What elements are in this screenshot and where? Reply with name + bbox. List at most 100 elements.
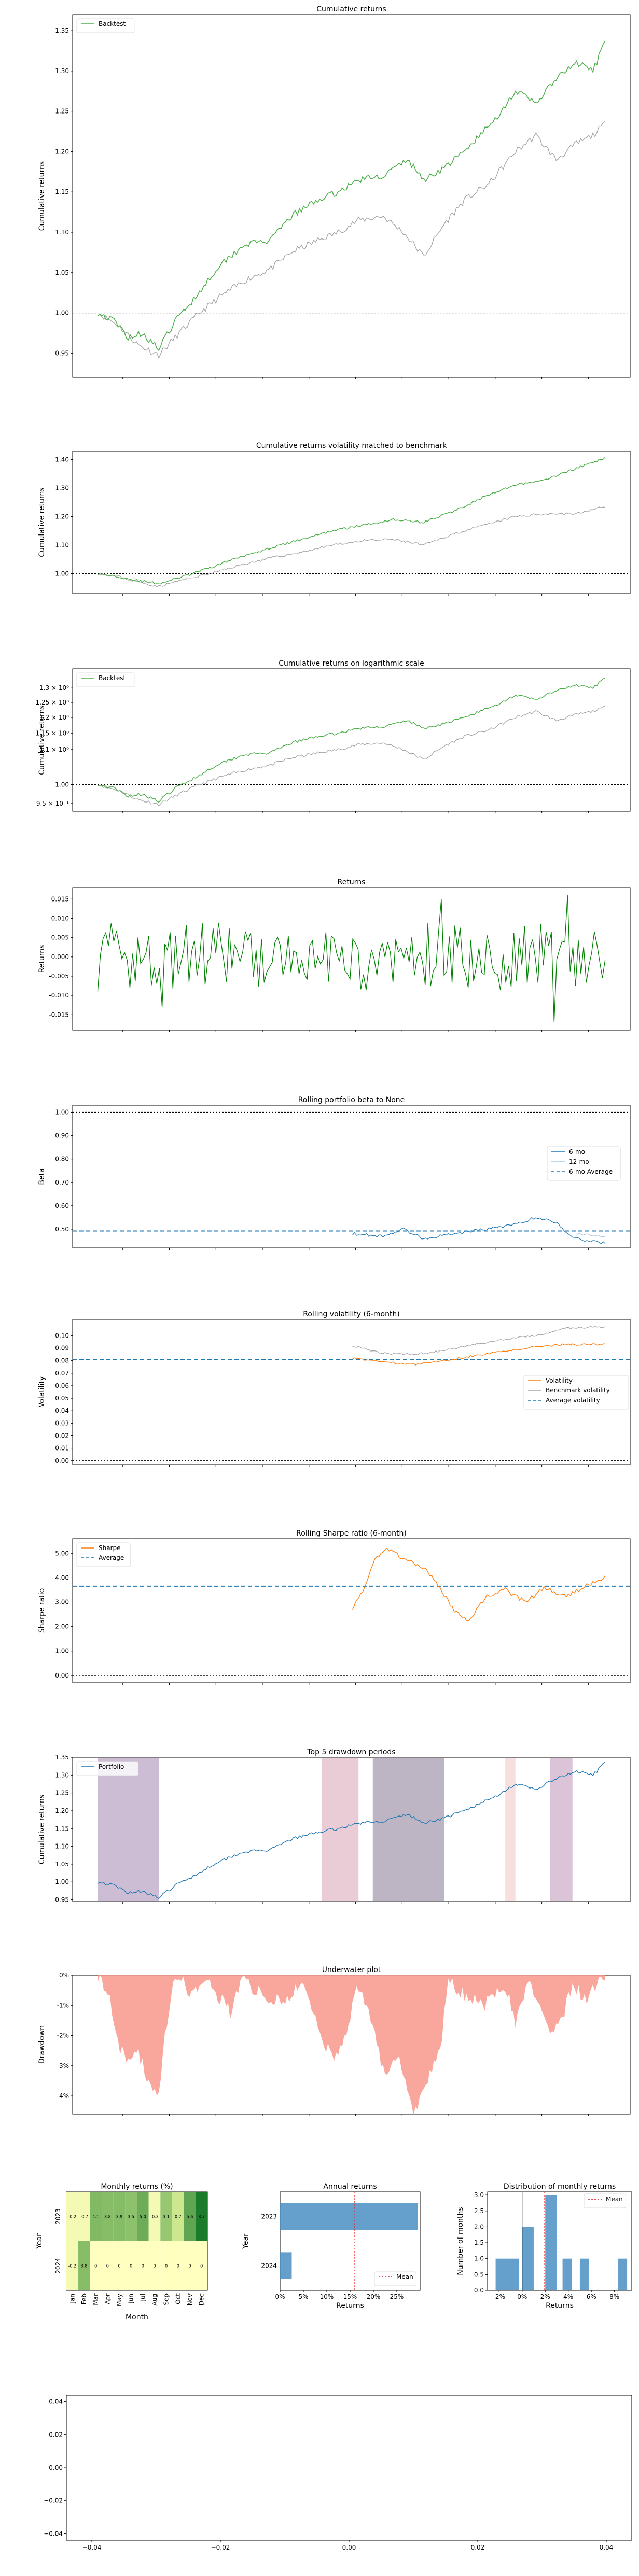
cumulative-returns-legend-label: Backtest bbox=[99, 20, 126, 27]
rolling-volatility-ytick-label: 0.01 bbox=[55, 1445, 69, 1452]
annual-returns-xtick-label: 5% bbox=[298, 2293, 308, 2300]
heatmap-month-label: May bbox=[116, 2293, 123, 2306]
returns-chart-ylabel: Returns bbox=[38, 945, 46, 973]
rolling-beta-legend-box bbox=[547, 1146, 621, 1181]
rolling-volatility-ytick-label: 0.09 bbox=[55, 1345, 69, 1352]
heatmap-month-label: Aug bbox=[151, 2293, 158, 2305]
cumulative-returns-ytick-label: 1.00 bbox=[55, 309, 69, 317]
rolling-beta-chart-frame bbox=[72, 1105, 631, 1248]
heatmap-month-label: Sep bbox=[163, 2293, 170, 2305]
annual-returns-xtick-label: 25% bbox=[390, 2293, 404, 2300]
annual-returns-year: 2023 bbox=[261, 2213, 277, 2220]
heatmap-cell-label: 0 bbox=[153, 2264, 156, 2269]
heatmap-cell-label: 3.8 bbox=[104, 2215, 111, 2219]
heatmap-cell bbox=[172, 2241, 184, 2290]
annual-returns-ylabel: Year bbox=[242, 2233, 250, 2249]
rolling-beta-legend-label: 12-mo bbox=[569, 1158, 589, 1165]
heatmap-cell bbox=[125, 2241, 137, 2290]
heatmap-month-label: Feb bbox=[80, 2293, 88, 2304]
rolling-sharpe-ytick-label: 3.00 bbox=[55, 1599, 69, 1606]
heatmap-month-label: Jul bbox=[139, 2293, 146, 2301]
drawdown-periods-ytick-label: 1.35 bbox=[55, 1754, 69, 1761]
heatmap-cell bbox=[184, 2192, 196, 2241]
heatmap-month-label: Apr bbox=[104, 2293, 111, 2304]
empty-axes-ytick-label: −0.04 bbox=[44, 2530, 63, 2537]
returns-line bbox=[97, 895, 606, 1023]
returns-ytick-label: 0.000 bbox=[51, 953, 69, 961]
heatmap-cell bbox=[148, 2241, 161, 2290]
heatmap-cell-label: 0 bbox=[130, 2264, 132, 2269]
monthly-distribution-ytick-label: 1.5 bbox=[474, 2239, 484, 2246]
monthly-distribution-ytick-label: 0.5 bbox=[474, 2271, 484, 2278]
heatmap-cell-label: 0 bbox=[177, 2264, 179, 2269]
annual-returns-xtick-label: 0% bbox=[275, 2293, 285, 2300]
rolling-beta-legend-label: 6-mo bbox=[569, 1148, 585, 1156]
drawdown-periods-ytick-label: 0.95 bbox=[55, 1896, 69, 1904]
cumulative-returns-ytick-label: 1.30 bbox=[55, 67, 69, 75]
heatmap-month-label: Dec bbox=[198, 2293, 205, 2305]
monthly-distribution-chart-title: Distribution of monthly returns bbox=[504, 2183, 616, 2191]
log-scale-ytick-label: 1.00 bbox=[55, 781, 69, 788]
heatmap-cell-label: 0 bbox=[94, 2264, 97, 2269]
rolling-volatility-chart-frame bbox=[72, 1319, 631, 1465]
cumulative-returns-ytick-label: 1.05 bbox=[55, 269, 69, 276]
heatmap-cell bbox=[125, 2192, 137, 2241]
heatmap-cell-label: 8.7 bbox=[198, 2215, 205, 2219]
underwater-ytick-label: -3% bbox=[57, 2062, 69, 2070]
monthly-distribution-bar bbox=[522, 2227, 534, 2290]
monthly-returns-heatmap-title: Monthly returns (%) bbox=[101, 2183, 173, 2191]
empty-axes-frame bbox=[66, 2395, 632, 2541]
heatmap-cell bbox=[160, 2241, 172, 2290]
monthly-distribution-ytick-label: 1.0 bbox=[474, 2255, 484, 2262]
rolling-sharpe-legend-label: Sharpe bbox=[99, 1544, 121, 1552]
annual-returns-xtick-label: 15% bbox=[343, 2293, 357, 2300]
log-scale-ytick-label: 9.5 × 10⁻¹ bbox=[36, 800, 69, 807]
log-scale-chart-frame bbox=[72, 668, 631, 812]
returns-ytick-label: -0.005 bbox=[49, 973, 69, 980]
returns-ytick-label: 0.010 bbox=[51, 914, 69, 922]
underwater-ytick-label: 0% bbox=[59, 1972, 69, 1979]
drawdown-periods-chart-title: Top 5 drawdown periods bbox=[307, 1748, 395, 1756]
drawdown-periods-ytick-label: 1.05 bbox=[55, 1861, 69, 1868]
drawdown-period-span bbox=[372, 1758, 444, 1901]
rolling-sharpe-legend-label: Average bbox=[99, 1554, 124, 1561]
rolling-volatility-ytick-label: 0.08 bbox=[55, 1357, 69, 1364]
cumulative-returns-legend-box bbox=[76, 18, 135, 33]
monthly-distribution-bar bbox=[545, 2195, 557, 2290]
underwater-ytick-label: -2% bbox=[57, 2032, 69, 2039]
rolling-volatility-legend-label: Average volatility bbox=[546, 1397, 600, 1404]
drawdown-periods-ytick-label: 1.20 bbox=[55, 1807, 69, 1814]
heatmap-month-label: Nov bbox=[186, 2293, 193, 2305]
annual-returns-xtick-label: 10% bbox=[320, 2293, 334, 2300]
rolling-sharpe-ytick-label: 0.00 bbox=[55, 1672, 69, 1679]
rolling-volatility-ytick-label: 0.02 bbox=[55, 1432, 69, 1439]
heatmap-cell-label: 0 bbox=[118, 2264, 120, 2269]
drawdown-periods-legend-box bbox=[76, 1761, 138, 1776]
drawdown-periods-ytick-label: 1.25 bbox=[55, 1790, 69, 1797]
rolling-volatility-ytick-label: 0.06 bbox=[55, 1382, 69, 1389]
heatmap-cell-label: 3.9 bbox=[116, 2215, 123, 2219]
heatmap-cell bbox=[160, 2192, 172, 2241]
monthly-distribution-xtick-label: 2% bbox=[540, 2293, 550, 2300]
vol-matched-ytick-label: 1.40 bbox=[55, 456, 69, 463]
heatmap-cell bbox=[90, 2241, 102, 2290]
rolling-sharpe-line bbox=[352, 1547, 606, 1621]
vol-matched-ytick-label: 1.20 bbox=[55, 513, 69, 520]
heatmap-cell-label: 0 bbox=[142, 2264, 144, 2269]
monthly-returns-xlabel: Month bbox=[126, 2313, 148, 2321]
rolling-beta-ytick-label: 0.90 bbox=[55, 1132, 69, 1139]
heatmap-cell bbox=[196, 2241, 207, 2290]
rolling-volatility-benchmark-line bbox=[352, 1326, 605, 1356]
log-scale-ytick-label: 1.1 × 10⁰ bbox=[39, 746, 69, 753]
rolling-beta-chart-ylabel: Beta bbox=[38, 1168, 46, 1185]
heatmap-month-label: Jun bbox=[128, 2293, 135, 2304]
rolling-sharpe-chart-title: Rolling Sharpe ratio (6-month) bbox=[296, 1529, 407, 1538]
rolling-beta-ytick-label: 1.00 bbox=[55, 1109, 69, 1116]
rolling-sharpe-chart: Rolling Sharpe ratio (6-month) Sharpe rat… bbox=[38, 1529, 631, 1685]
monthly-distribution-xlabel: Returns bbox=[546, 2302, 574, 2310]
monthly-distribution-legend-label: Mean bbox=[606, 2195, 623, 2203]
heatmap-cell-label: 3.1 bbox=[163, 2215, 170, 2219]
heatmap-cell-label: 0.7 bbox=[175, 2215, 182, 2219]
drawdown-periods-ytick-label: 1.10 bbox=[55, 1843, 69, 1850]
annual-returns-legend-box bbox=[374, 2271, 416, 2286]
